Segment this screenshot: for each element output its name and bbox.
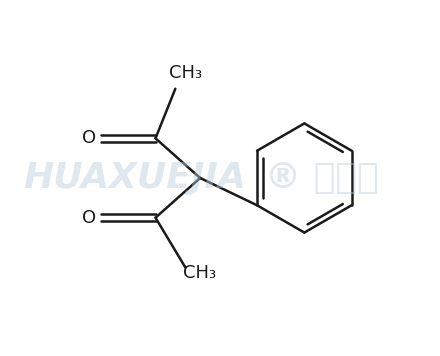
Text: CH₃: CH₃ xyxy=(183,264,216,282)
Text: O: O xyxy=(82,129,96,147)
Text: ® 化学加: ® 化学加 xyxy=(264,161,378,195)
Text: O: O xyxy=(82,209,96,227)
Text: HUAXUEJIA: HUAXUEJIA xyxy=(24,161,246,195)
Text: CH₃: CH₃ xyxy=(169,64,202,82)
